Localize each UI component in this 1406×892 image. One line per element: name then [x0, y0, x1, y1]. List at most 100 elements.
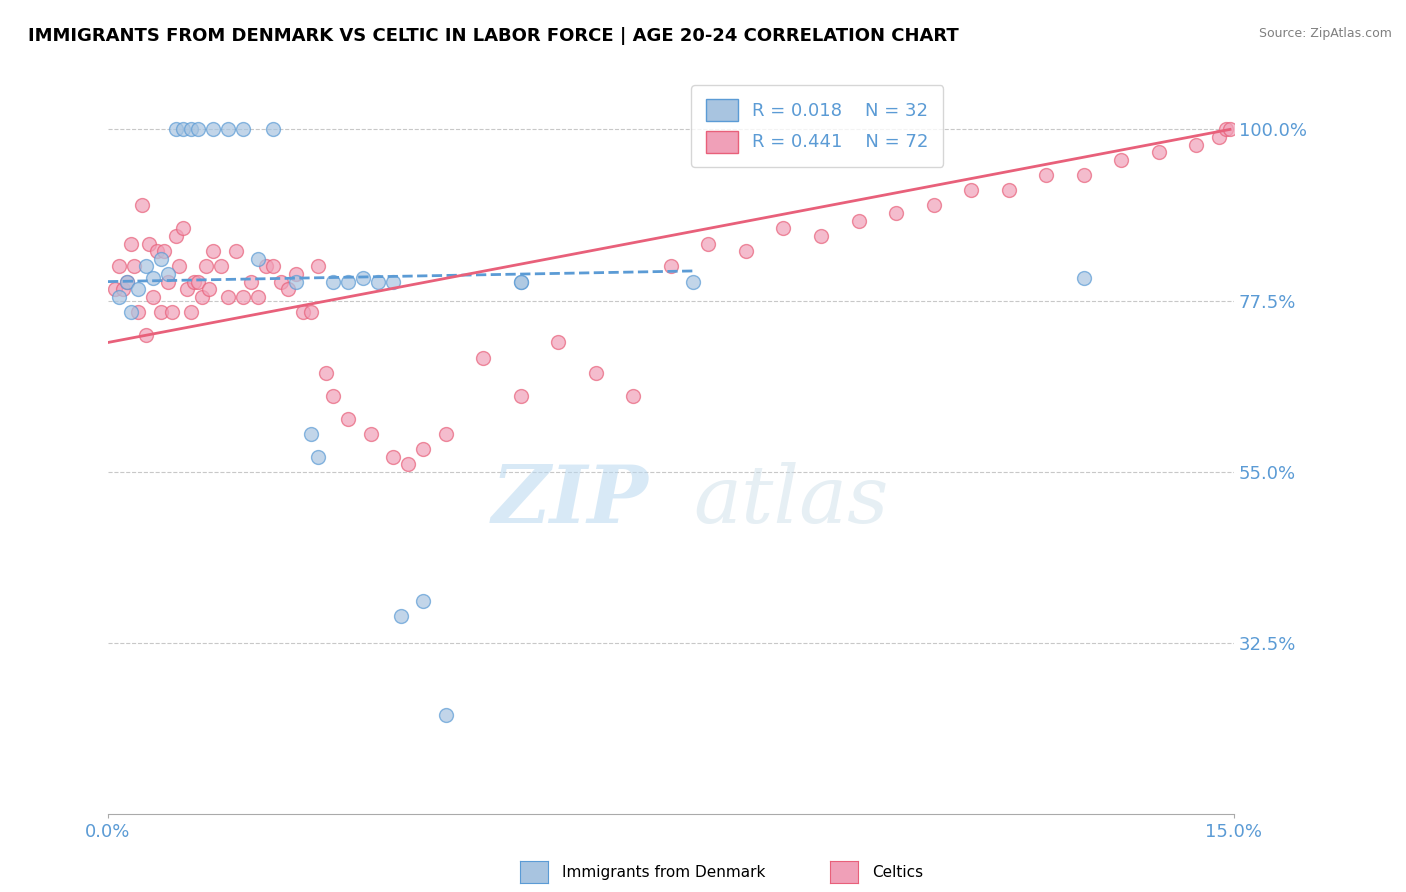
Point: [810, 229, 832, 244]
Point: [1109, 153, 1132, 167]
Point: [1215, 122, 1237, 136]
Point: [337, 411, 360, 425]
Point: [659, 260, 682, 274]
Point: [127, 282, 149, 296]
Point: [1073, 270, 1095, 285]
Point: [367, 275, 389, 289]
Point: [180, 305, 202, 319]
Point: [183, 275, 205, 289]
Point: [180, 122, 202, 136]
Text: ZIP: ZIP: [492, 462, 648, 540]
Point: [848, 213, 870, 227]
Point: [108, 260, 131, 274]
Text: Immigrants from Denmark: Immigrants from Denmark: [562, 865, 766, 880]
Point: [382, 275, 405, 289]
Point: [160, 305, 183, 319]
Point: [120, 236, 142, 251]
Point: [191, 290, 214, 304]
Point: [547, 335, 569, 350]
Point: [262, 122, 284, 136]
Point: [202, 244, 225, 259]
Point: [1208, 130, 1230, 145]
Point: [134, 260, 156, 274]
Point: [352, 270, 374, 285]
Point: [146, 244, 169, 259]
Point: [697, 236, 720, 251]
Point: [1185, 137, 1208, 152]
Point: [153, 244, 176, 259]
Legend: R = 0.018    N = 32, R = 0.441    N = 72: R = 0.018 N = 32, R = 0.441 N = 72: [692, 85, 943, 167]
Point: [131, 198, 153, 212]
Point: [509, 275, 531, 289]
Point: [149, 305, 172, 319]
Point: [108, 290, 131, 304]
Point: [1073, 168, 1095, 182]
Text: atlas: atlas: [693, 462, 889, 540]
Point: [412, 594, 434, 608]
Point: [997, 183, 1019, 197]
Point: [127, 305, 149, 319]
Text: Source: ZipAtlas.com: Source: ZipAtlas.com: [1258, 27, 1392, 40]
Point: [307, 450, 329, 464]
Point: [157, 275, 180, 289]
Point: [104, 282, 127, 296]
Point: [209, 260, 232, 274]
Point: [217, 290, 239, 304]
Point: [254, 260, 277, 274]
Point: [120, 305, 142, 319]
Point: [232, 290, 254, 304]
Point: [735, 244, 758, 259]
Point: [176, 282, 198, 296]
Point: [621, 389, 644, 403]
Point: [322, 275, 344, 289]
Point: [142, 290, 165, 304]
Point: [225, 244, 247, 259]
Point: [134, 327, 156, 342]
Point: [239, 275, 262, 289]
Point: [509, 275, 531, 289]
Point: [198, 282, 221, 296]
Point: [262, 260, 284, 274]
Point: [434, 708, 457, 723]
Point: [1147, 145, 1170, 160]
Point: [315, 366, 337, 380]
Point: [382, 450, 405, 464]
Point: [115, 275, 138, 289]
Point: [682, 275, 704, 289]
Point: [247, 290, 270, 304]
Point: [299, 305, 322, 319]
Point: [360, 426, 382, 441]
Point: [202, 122, 225, 136]
Point: [165, 229, 187, 244]
Point: [772, 221, 794, 235]
Text: Celtics: Celtics: [872, 865, 922, 880]
Point: [111, 282, 134, 296]
Point: [194, 260, 217, 274]
Point: [157, 267, 180, 281]
Point: [165, 122, 187, 136]
Point: [149, 252, 172, 266]
Point: [585, 366, 607, 380]
Point: [247, 252, 270, 266]
Point: [172, 221, 194, 235]
Point: [337, 275, 360, 289]
Point: [277, 282, 299, 296]
Point: [142, 270, 165, 285]
Point: [187, 275, 209, 289]
Point: [232, 122, 254, 136]
Point: [960, 183, 983, 197]
Point: [472, 351, 495, 365]
Point: [138, 236, 160, 251]
Point: [187, 122, 209, 136]
Point: [270, 275, 292, 289]
Point: [307, 260, 329, 274]
Point: [292, 305, 315, 319]
Point: [169, 260, 191, 274]
Point: [284, 275, 307, 289]
Point: [1219, 122, 1241, 136]
Point: [284, 267, 307, 281]
Point: [922, 198, 945, 212]
Point: [389, 609, 412, 624]
Text: IMMIGRANTS FROM DENMARK VS CELTIC IN LABOR FORCE | AGE 20-24 CORRELATION CHART: IMMIGRANTS FROM DENMARK VS CELTIC IN LAB…: [28, 27, 959, 45]
Point: [172, 122, 194, 136]
